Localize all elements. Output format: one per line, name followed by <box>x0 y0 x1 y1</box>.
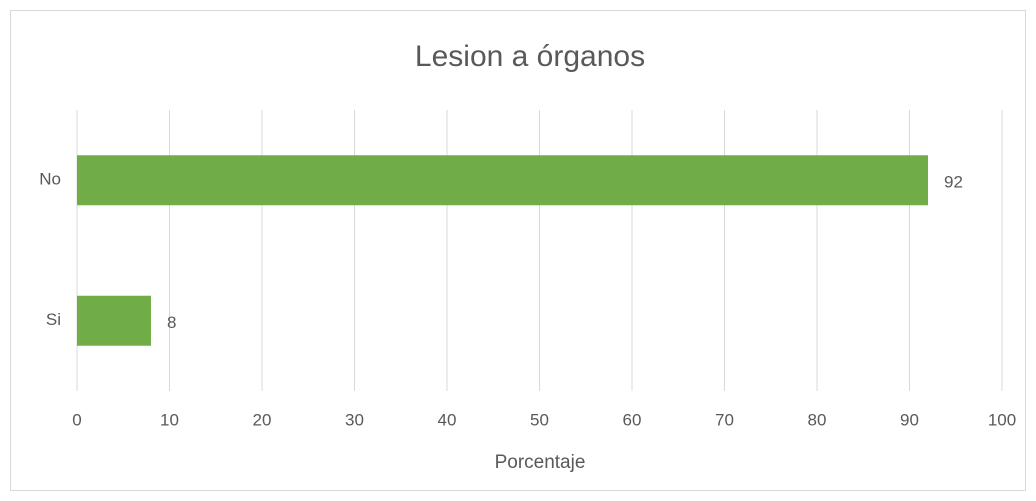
data-label: 8 <box>167 313 176 332</box>
x-tick-label: 70 <box>715 410 734 429</box>
x-tick-label: 30 <box>345 410 364 429</box>
x-axis-label: Porcentaje <box>495 452 586 473</box>
bar <box>77 295 151 346</box>
x-tick-label: 80 <box>808 410 827 429</box>
y-tick-label: No <box>39 170 61 189</box>
chart-title: Lesion a órganos <box>415 40 645 73</box>
x-tick-label: 50 <box>530 410 549 429</box>
data-label: 92 <box>944 173 963 192</box>
x-tick-label: 10 <box>160 410 179 429</box>
x-tick-label: 90 <box>900 410 919 429</box>
x-tick-label: 0 <box>72 410 81 429</box>
x-tick-label: 60 <box>623 410 642 429</box>
x-tick-label: 20 <box>253 410 272 429</box>
bar <box>77 155 928 206</box>
y-tick-label: Si <box>46 310 61 329</box>
chart-border <box>10 10 1026 491</box>
x-tick-label: 40 <box>438 410 457 429</box>
x-tick-label: 100 <box>988 410 1016 429</box>
